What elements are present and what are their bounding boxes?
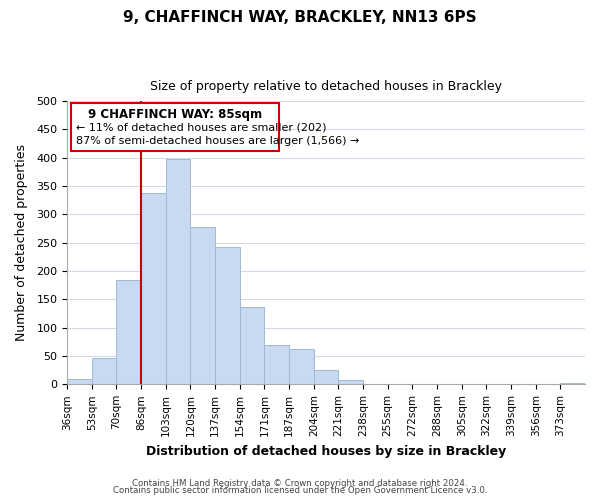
Bar	[314, 370, 338, 384]
Bar	[560, 382, 585, 384]
Text: 9, CHAFFINCH WAY, BRACKLEY, NN13 6PS: 9, CHAFFINCH WAY, BRACKLEY, NN13 6PS	[123, 10, 477, 25]
Text: 9 CHAFFINCH WAY: 85sqm: 9 CHAFFINCH WAY: 85sqm	[88, 108, 262, 122]
Bar	[289, 349, 314, 384]
Bar	[338, 380, 363, 384]
Bar	[190, 228, 215, 384]
Bar	[116, 280, 141, 384]
Bar	[240, 306, 265, 384]
X-axis label: Distribution of detached houses by size in Brackley: Distribution of detached houses by size …	[146, 444, 506, 458]
Bar	[215, 247, 240, 384]
Text: ← 11% of detached houses are smaller (202): ← 11% of detached houses are smaller (20…	[76, 122, 326, 132]
Bar	[71, 103, 279, 151]
Text: Contains HM Land Registry data © Crown copyright and database right 2024.: Contains HM Land Registry data © Crown c…	[132, 478, 468, 488]
Text: Contains public sector information licensed under the Open Government Licence v3: Contains public sector information licen…	[113, 486, 487, 495]
Bar	[265, 344, 289, 385]
Bar	[141, 193, 166, 384]
Title: Size of property relative to detached houses in Brackley: Size of property relative to detached ho…	[150, 80, 502, 93]
Bar	[92, 358, 116, 384]
Y-axis label: Number of detached properties: Number of detached properties	[15, 144, 28, 341]
Bar	[166, 159, 190, 384]
Text: 87% of semi-detached houses are larger (1,566) →: 87% of semi-detached houses are larger (…	[76, 136, 359, 145]
Bar	[67, 378, 92, 384]
